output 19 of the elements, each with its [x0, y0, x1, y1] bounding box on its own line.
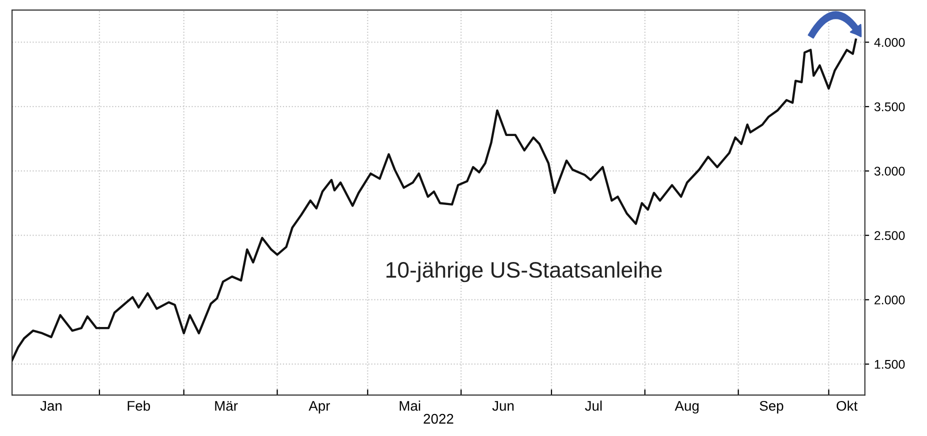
y-tick-label: 4.000 [874, 38, 905, 47]
y-tick-label: 1.500 [874, 360, 905, 369]
x-tick-label: Apr [308, 401, 330, 414]
x-tick-label: Jan [40, 401, 62, 411]
x-tick-label: Jul [585, 400, 602, 411]
x-tick-label: Sep [760, 400, 784, 414]
y-tick-label: 2.000 [874, 296, 905, 304]
y-tick-label: 2.500 [874, 231, 905, 240]
x-tick-label: Jun [492, 401, 514, 411]
x-axis-title: 2022 [424, 414, 454, 424]
x-tick-label: Mai [400, 400, 420, 411]
x-tick-label: Mär [215, 401, 238, 411]
x-tick-label: Okt [836, 400, 858, 411]
y-tick-label: 3.500 [874, 102, 905, 112]
x-tick-label: Feb [128, 400, 150, 411]
annotation: 10-jährige US-Staatsanleihe [386, 261, 662, 282]
x-tick-label: Aug [674, 401, 699, 414]
line-series [12, 38, 857, 362]
y-tick-label: 3.000 [874, 166, 905, 176]
